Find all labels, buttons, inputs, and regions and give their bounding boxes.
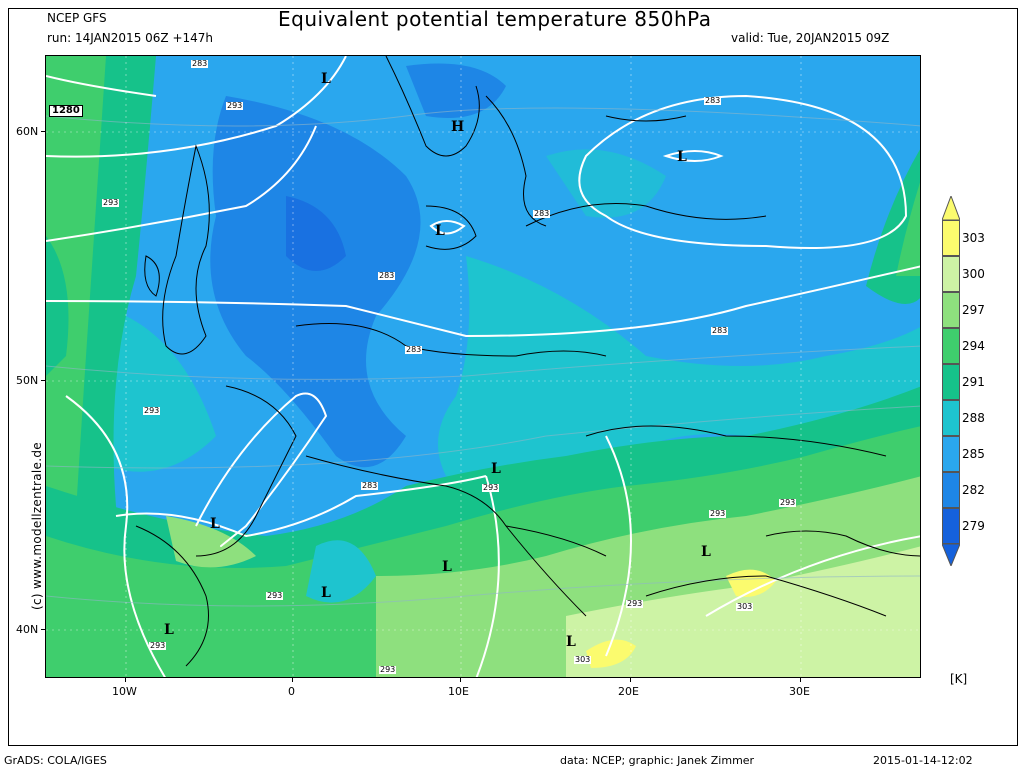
colorbar-top-triangle [942,196,960,220]
lon-tick [460,678,461,682]
footer-software: GrADS: COLA/IGES [4,754,107,767]
weather-map: 283 293 293 283 283 283 283 283 293 283 … [45,55,921,678]
colorbar-label: 297 [962,303,985,317]
contour-label: 293 [226,101,244,110]
lon-tick [800,678,801,682]
footer-timestamp: 2015-01-14-12:02 [873,754,973,767]
lon-label-0: 0 [288,685,295,698]
colorbar-label: 285 [962,447,985,461]
contour-label: 293 [626,599,644,608]
colorbar-label: 294 [962,339,985,353]
valid-time: valid: Tue, 20JAN2015 09Z [731,31,890,45]
low-pressure-center: L [442,559,452,575]
lat-label-50n: 50N [16,374,39,387]
colorbar-swatch-279 [942,508,960,544]
colorbar-label: 303 [962,231,985,245]
contour-label: 283 [191,59,209,68]
colorbar-swatch-300 [942,256,960,292]
low-pressure-center: L [164,622,174,638]
run-info: run: 14JAN2015 06Z +147h [47,31,214,45]
model-name: NCEP GFS [47,11,107,25]
low-pressure-center: L [677,149,687,165]
contour-label: 283 [405,345,423,354]
contour-label: 283 [533,209,551,218]
lat-label-60n: 60N [16,125,39,138]
lon-label-10e: 10E [448,685,469,698]
map-svg [46,56,920,677]
contour-label: 293 [143,406,161,415]
contour-label: 293 [709,509,727,518]
contour-label: 283 [711,326,729,335]
watermark-text: (c) www.modellzentrale.de [30,442,44,610]
contour-label: 283 [378,271,396,280]
low-pressure-center: L [435,223,445,239]
lon-tick [292,678,293,682]
colorbar-label: 291 [962,375,985,389]
low-pressure-center: L [321,71,331,87]
contour-label: 293 [149,641,167,650]
colorbar-label: 282 [962,483,985,497]
lon-label-30e: 30E [789,685,810,698]
chart-title: Equivalent potential temperature 850hPa [278,7,712,31]
plot-frame [8,8,1018,746]
low-pressure-center: L [701,544,711,560]
contour-label: 293 [102,198,120,207]
colorbar-swatch-282 [942,472,960,508]
colorbar-swatch-303 [942,220,960,256]
contour-label: 283 [361,481,379,490]
low-pressure-center: L [566,634,576,650]
lon-tick [125,678,126,682]
contour-label: 293 [779,498,797,507]
colorbar-swatch-297 [942,292,960,328]
colorbar-swatch-288 [942,400,960,436]
isobar-label: 1280 [49,105,83,117]
colorbar-swatch-291 [942,364,960,400]
unit-label: [K] [950,672,968,686]
lat-label-40n: 40N [16,623,39,636]
lon-tick [630,678,631,682]
colorbar-label: 288 [962,411,985,425]
contour-label: 293 [379,665,397,674]
lat-tick [41,131,45,132]
colorbar-swatch-285 [942,436,960,472]
contour-label: 303 [574,655,592,664]
colorbar-swatch-294 [942,328,960,364]
footer-credits: data: NCEP; graphic: Janek Zimmer [560,754,755,767]
high-pressure-center: H [451,119,465,135]
contour-label: 293 [482,483,500,492]
contour-label: 283 [704,96,722,105]
colorbar-label: 300 [962,267,985,281]
colorbar-bottom-triangle [942,544,960,566]
low-pressure-center: L [321,585,331,601]
low-pressure-center: L [210,516,220,532]
lon-label-10w: 10W [112,685,137,698]
colorbar-label: 279 [962,519,985,533]
contour-label: 293 [266,591,284,600]
lat-tick [41,629,45,630]
lat-tick [41,380,45,381]
contour-label: 303 [736,602,754,611]
low-pressure-center: L [491,461,501,477]
lon-label-20e: 20E [618,685,639,698]
